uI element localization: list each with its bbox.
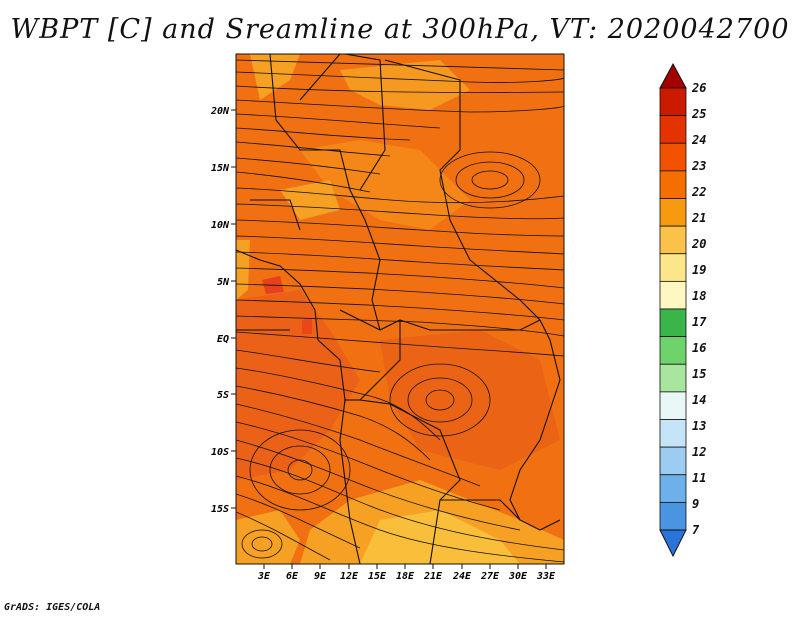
colorbar-box (659, 336, 687, 365)
colorbar-label: 23 (691, 159, 706, 173)
colorbar-box (659, 198, 687, 227)
colorbar-label: 13 (692, 419, 706, 433)
colorbar-box (659, 142, 687, 172)
colorbar-label: 15 (692, 367, 706, 381)
lat-axis: 20N 15N 10N 5N EQ 5S 10S 15S (210, 106, 236, 515)
colorbar-label: 26 (691, 81, 706, 95)
colorbar-label: 22 (691, 185, 706, 199)
colorbar-label: 17 (692, 315, 707, 329)
colorbar-label: 14 (692, 393, 706, 407)
wbpt-patch (300, 140, 470, 230)
colorbar-box (659, 115, 687, 144)
lon-label: 30E (508, 571, 528, 582)
wbpt-patch (236, 510, 300, 564)
colorbar-label: 11 (692, 471, 706, 485)
footer-credit: GrADS: IGES/COLA (4, 602, 101, 613)
map-frame (235, 53, 565, 565)
lat-label: 15N (211, 163, 230, 174)
wbpt-patch (236, 290, 360, 480)
wbpt-patch (302, 318, 312, 334)
lon-label: 6E (286, 571, 299, 582)
colorbar-label: 7 (692, 523, 700, 537)
colorbar-box (659, 474, 687, 503)
colorbar-label: 16 (692, 341, 706, 355)
lon-label: 15E (368, 571, 387, 582)
wbpt-patch (380, 330, 560, 470)
colorbar-label: 18 (692, 289, 706, 303)
lat-label: EQ (217, 334, 229, 345)
wbpt-patch (340, 60, 470, 110)
colorbar-box (659, 391, 687, 420)
lat-label: 5S (217, 390, 229, 401)
colorbar-top-arrow (659, 62, 687, 89)
lat-label: 15S (211, 504, 229, 515)
colorbar-label: 12 (692, 445, 706, 459)
colorbar: 26 25 24 23 22 21 20 19 18 17 16 15 14 13 12 11 9 7 (659, 62, 707, 558)
colorbar-box (659, 419, 687, 448)
colorbar-box (659, 501, 687, 531)
lon-label: 24E (452, 571, 472, 582)
colorbar-label: 19 (692, 263, 706, 277)
lon-label: 18E (396, 571, 415, 582)
lon-label: 33E (536, 571, 556, 582)
colorbar-label: 21 (691, 211, 706, 225)
colorbar-label: 25 (691, 107, 706, 121)
lon-axis: 3E 6E 9E 12E 15E 18E 21E 24E 27E 30E 33E (257, 564, 556, 582)
colorbar-labels: 26 25 24 23 22 21 20 19 18 17 16 15 14 13 12 11 9 7 (691, 81, 707, 537)
wbpt-patch (236, 240, 250, 300)
wbpt-patch (280, 180, 340, 220)
colorbar-box (659, 308, 687, 338)
colorbar-box (659, 253, 687, 282)
colorbar-box (659, 170, 687, 199)
colorbar-box (659, 225, 687, 255)
wbpt-patch (360, 510, 520, 564)
chart-title: WBPT [C] and Sreamline at 300hPa, VT: 20… (10, 14, 790, 45)
lon-label: 21E (423, 571, 443, 582)
wbpt-patch (250, 54, 300, 100)
lat-label: 10S (211, 447, 229, 458)
colorbar-box (659, 446, 687, 476)
colorbar-label: 24 (691, 133, 706, 147)
lat-label: 10N (211, 220, 230, 231)
lat-label: 5N (217, 277, 230, 288)
colorbar-box (659, 363, 687, 393)
map-panel (236, 54, 564, 564)
colorbar-box (659, 280, 687, 310)
colorbar-label: 20 (691, 237, 706, 251)
lon-label: 3E (257, 571, 271, 582)
colorbar-box (659, 87, 687, 117)
lat-label: 20N (210, 106, 230, 117)
coastlines-borders (236, 54, 561, 564)
streamlines (236, 59, 564, 563)
lon-label: 27E (480, 571, 500, 582)
lon-label: 12E (340, 571, 359, 582)
colorbar-label: 9 (692, 497, 699, 511)
colorbar-bottom-arrow (659, 529, 687, 558)
lon-label: 9E (314, 571, 327, 582)
colorbar-boxes (659, 87, 687, 531)
